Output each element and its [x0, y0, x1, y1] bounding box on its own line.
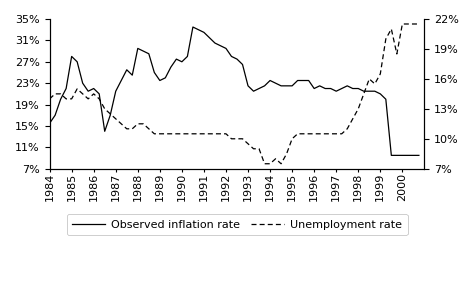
Observed inflation rate — [389, 154, 394, 157]
Unemployment rate — [345, 127, 350, 131]
Legend: Observed inflation rate, Unemployment rate: Observed inflation rate, Unemployment ra… — [66, 214, 408, 235]
Observed inflation rate — [345, 84, 350, 88]
Observed inflation rate — [377, 92, 383, 96]
Unemployment rate — [262, 162, 267, 165]
Unemployment rate — [47, 97, 53, 101]
Unemployment rate — [317, 132, 322, 136]
Unemployment rate — [301, 132, 306, 136]
Unemployment rate — [416, 22, 422, 26]
Observed inflation rate — [301, 79, 306, 82]
Unemployment rate — [377, 72, 383, 76]
Line: Observed inflation rate: Observed inflation rate — [50, 27, 419, 155]
Unemployment rate — [400, 22, 405, 26]
Observed inflation rate — [317, 84, 322, 88]
Line: Unemployment rate: Unemployment rate — [50, 24, 419, 164]
Observed inflation rate — [47, 122, 53, 125]
Observed inflation rate — [383, 97, 389, 101]
Observed inflation rate — [416, 154, 422, 157]
Observed inflation rate — [190, 25, 196, 29]
Unemployment rate — [383, 37, 389, 41]
Observed inflation rate — [394, 154, 400, 157]
Unemployment rate — [389, 27, 394, 31]
